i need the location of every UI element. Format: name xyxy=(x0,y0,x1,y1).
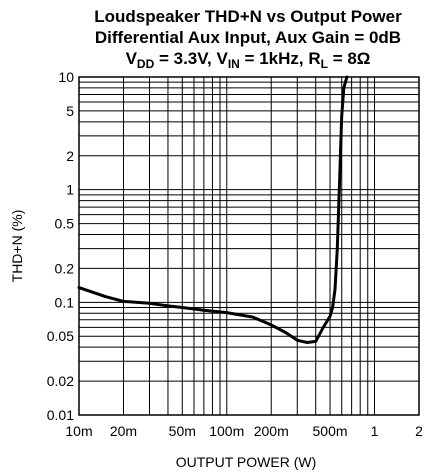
plot-frame xyxy=(78,76,420,416)
y-tick-label: 0.05 xyxy=(47,328,74,344)
y-tick-label: 0.02 xyxy=(47,373,74,389)
chart-title-line-2: Differential Aux Input, Aux Gain = 0dB xyxy=(95,28,401,47)
x-axis-label: OUTPUT POWER (W) xyxy=(176,454,317,470)
y-tick-label: 0.01 xyxy=(47,407,74,423)
x-tick-label: 10m xyxy=(65,423,92,439)
y-tick-label: 0.1 xyxy=(55,294,75,310)
grid xyxy=(78,76,420,416)
y-tick-label: 10 xyxy=(58,69,74,85)
y-tick-label: 2 xyxy=(66,148,74,164)
x-tick-label: 50m xyxy=(169,423,196,439)
y-tick-label: 1 xyxy=(66,182,74,198)
x-tick-label: 200m xyxy=(254,423,289,439)
x-tick-label: 2 xyxy=(415,423,423,439)
tick-labels: 10m 20m 50m 100m 200m 500m 1 2 0.01 0.02 0.05 0.1 0.… xyxy=(47,69,423,439)
y-tick-label: 0.5 xyxy=(55,216,75,232)
chart-title-line-1: Loudspeaker THD+N vs Output Power xyxy=(94,7,402,26)
x-tick-label: 100m xyxy=(209,423,244,439)
y-tick-label: 0.2 xyxy=(55,260,75,276)
x-tick-label: 1 xyxy=(371,423,379,439)
x-tick-label: 20m xyxy=(110,423,137,439)
thd-n-series-line xyxy=(77,75,349,344)
x-tick-label: 500m xyxy=(313,423,348,439)
y-tick-label: 5 xyxy=(66,103,74,119)
y-axis-label: THD+N (%) xyxy=(9,210,25,283)
chart-subtitle-conditions: VDD = 3.3V, VIN = 1kHz, RL = 8Ω xyxy=(126,49,371,71)
